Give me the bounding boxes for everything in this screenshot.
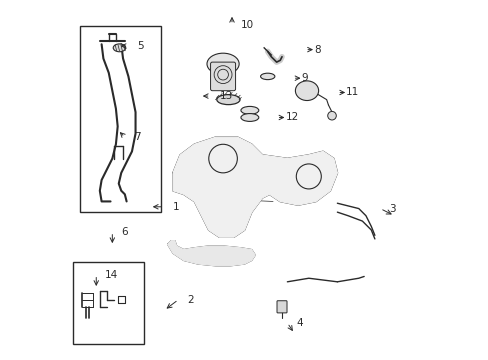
Polygon shape (173, 137, 337, 237)
Ellipse shape (113, 44, 125, 52)
Text: 14: 14 (105, 270, 118, 280)
Text: 7: 7 (134, 132, 140, 142)
Circle shape (327, 111, 336, 120)
Bar (80, 26, 160, 212)
Text: 11: 11 (346, 87, 359, 98)
Text: 5: 5 (137, 41, 143, 51)
Text: 4: 4 (296, 318, 302, 328)
Ellipse shape (206, 53, 239, 75)
Text: 10: 10 (241, 19, 254, 30)
Text: 2: 2 (187, 295, 194, 305)
Text: 12: 12 (285, 112, 298, 122)
Text: 8: 8 (313, 45, 320, 55)
Ellipse shape (295, 81, 318, 100)
Text: 13: 13 (219, 91, 232, 101)
Ellipse shape (241, 107, 258, 114)
Bar (73, 262, 144, 344)
Polygon shape (167, 241, 255, 266)
Ellipse shape (216, 95, 240, 105)
Ellipse shape (241, 113, 258, 121)
Text: 9: 9 (301, 73, 307, 83)
Text: 6: 6 (121, 227, 128, 237)
FancyBboxPatch shape (276, 301, 286, 313)
Text: 1: 1 (173, 202, 179, 212)
Text: 3: 3 (388, 203, 395, 213)
Ellipse shape (260, 73, 274, 80)
FancyBboxPatch shape (210, 62, 235, 91)
